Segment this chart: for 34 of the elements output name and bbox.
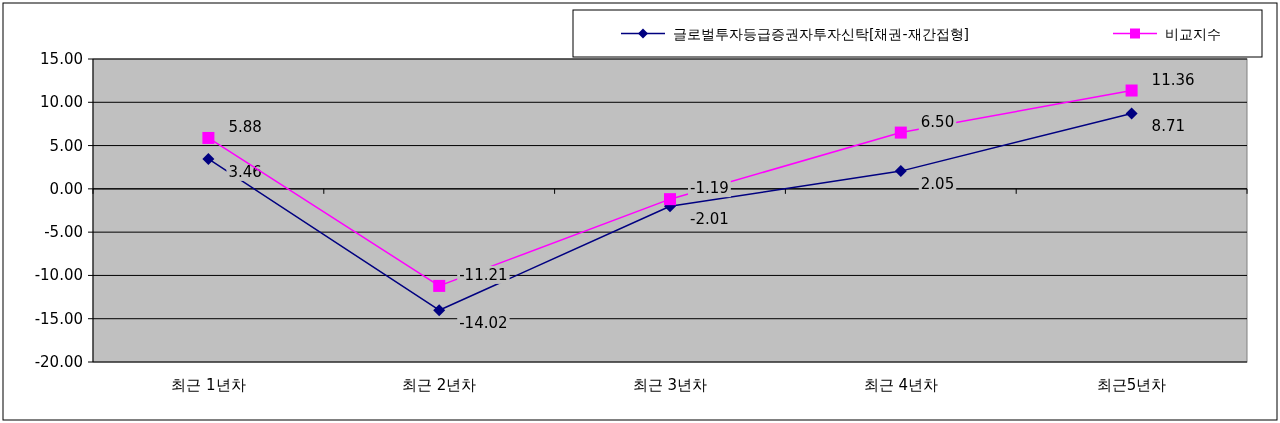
data-label: -11.21 [459,265,508,284]
point [202,131,215,144]
point [433,279,446,292]
data-label: 3.46 [228,162,262,181]
y-tick-label: -20.00 [34,353,83,371]
point [894,126,907,139]
point [202,152,215,165]
data-label: -14.02 [459,314,508,333]
legend-label: 글로벌투자등급증권자투자신탁[채권-재간접형] [673,25,969,42]
data-label: 6.50 [920,112,955,131]
point [894,165,907,178]
data-label: -2.01 [690,210,729,229]
y-tick-label: 10.00 [40,93,83,112]
point [433,304,446,317]
x-tick-label: 최근 2년차 [402,376,477,394]
y-tick-label: -15.00 [34,309,83,328]
y-tick-label: 0.00 [49,179,83,198]
data-label: 5.88 [228,117,262,136]
data-label: 2.05 [920,175,955,194]
y-tick-label: 5.00 [49,136,83,155]
data-label: 11.36 [1151,70,1195,89]
y-tick-label: 15.00 [40,50,83,68]
x-tick-label: 최근 1년차 [171,376,246,394]
y-tick-label: -5.00 [44,223,83,242]
data-label: 8.71 [1151,117,1186,136]
point [1125,107,1138,120]
point [664,193,676,206]
y-tick-label: -10.00 [34,266,83,285]
x-tick-label: 최근 4년차 [863,376,938,394]
x-tick-label: 최근 3년차 [632,376,708,394]
x-tick-label: 최근5년차 [1096,376,1167,394]
point [1125,84,1138,97]
legend-label: 비교지수 [1165,25,1221,42]
data-label: -1.19 [690,179,729,198]
